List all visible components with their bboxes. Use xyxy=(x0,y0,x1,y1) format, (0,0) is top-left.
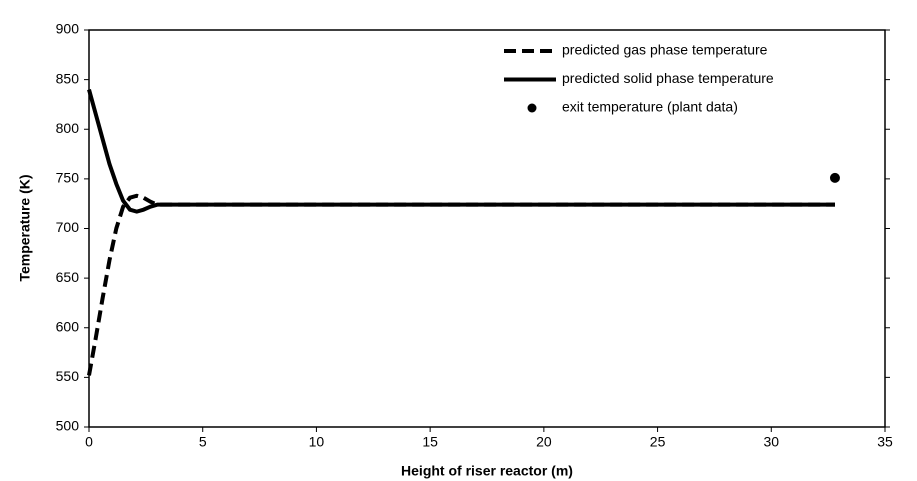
series-line xyxy=(87,193,835,376)
y-tick-label: 750 xyxy=(56,170,80,186)
x-axis-title: Height of riser reactor (m) xyxy=(401,463,573,479)
x-tick-label: 0 xyxy=(85,434,93,450)
x-tick-label: 5 xyxy=(199,434,207,450)
x-tick-label: 25 xyxy=(650,434,666,450)
y-tick-label: 900 xyxy=(56,21,80,37)
legend-label: predicted solid phase temperature xyxy=(562,70,774,86)
y-tick-label: 550 xyxy=(56,368,80,384)
y-axis-title: Temperature (K) xyxy=(17,174,33,281)
data-point xyxy=(829,172,840,183)
y-tick-label: 600 xyxy=(56,318,80,334)
plot-frame xyxy=(88,29,886,428)
y-tick-label: 500 xyxy=(56,418,80,434)
y-tick-label: 800 xyxy=(56,120,80,136)
legend-label: predicted gas phase temperature xyxy=(562,42,768,58)
legend-marker xyxy=(527,103,537,113)
x-tick-label: 15 xyxy=(422,434,438,450)
x-tick-label: 10 xyxy=(309,434,325,450)
x-tick-label: 35 xyxy=(877,434,893,450)
x-tick-label: 20 xyxy=(536,434,552,450)
y-tick-label: 700 xyxy=(56,219,80,235)
x-tick-label: 30 xyxy=(763,434,779,450)
y-tick-label: 850 xyxy=(56,70,80,86)
series-line xyxy=(87,89,835,214)
legend-label: exit temperature (plant data) xyxy=(562,99,738,115)
y-tick-label: 650 xyxy=(56,269,80,285)
